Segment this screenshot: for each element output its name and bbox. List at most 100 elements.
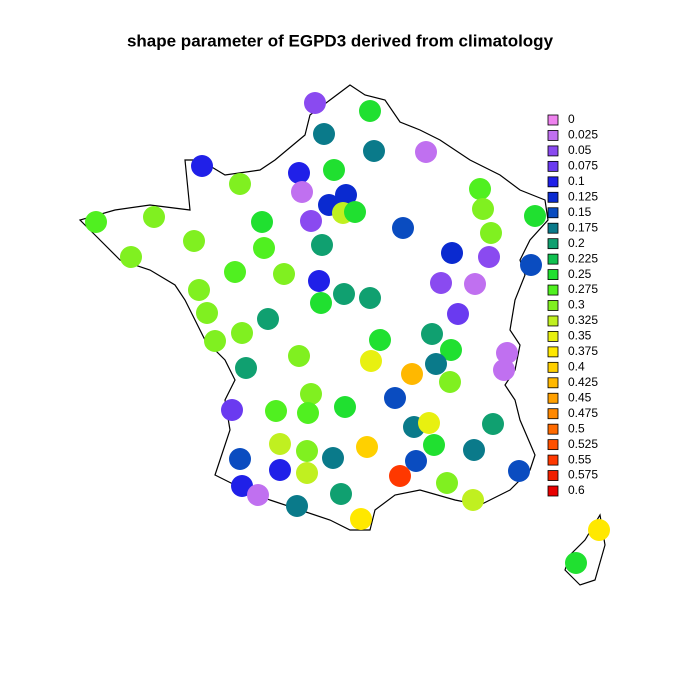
legend-swatch <box>547 130 559 141</box>
legend-label: 0.475 <box>568 406 598 420</box>
legend-swatch <box>547 454 559 466</box>
station-point <box>231 322 253 344</box>
station-point <box>359 287 381 309</box>
station-point <box>300 383 322 405</box>
station-point <box>415 141 437 163</box>
legend-label: 0.225 <box>568 251 598 265</box>
station-point <box>300 210 322 232</box>
station-point <box>221 399 243 421</box>
legend-swatch <box>547 439 559 451</box>
legend-swatch <box>547 315 559 327</box>
station-point <box>322 447 344 469</box>
legend-swatch <box>547 145 559 157</box>
legend-swatch <box>547 284 559 296</box>
station-point <box>330 483 352 505</box>
station-point <box>369 329 391 351</box>
station-point <box>334 396 356 418</box>
station-point <box>350 508 372 530</box>
legend-label: 0.275 <box>568 282 598 296</box>
station-point <box>478 246 500 268</box>
station-point <box>265 400 287 422</box>
france-outline <box>78 84 549 531</box>
station-point <box>389 465 411 487</box>
station-point <box>196 302 218 324</box>
legend-label: 0.45 <box>568 390 592 404</box>
legend-swatch <box>547 222 559 234</box>
station-point <box>469 178 491 200</box>
station-point <box>191 155 213 177</box>
legend-label: 0.125 <box>568 189 598 203</box>
station-point <box>356 436 378 458</box>
legend-swatch <box>547 361 559 373</box>
station-point <box>344 201 366 223</box>
legend-swatch <box>547 331 559 342</box>
legend-label: 0.425 <box>568 375 598 389</box>
station-point <box>310 292 332 314</box>
station-point <box>430 272 452 294</box>
station-point <box>482 413 504 435</box>
station-point <box>493 359 515 381</box>
station-point <box>143 206 165 228</box>
legend-swatch <box>547 176 559 188</box>
station-point <box>235 357 257 379</box>
station-point <box>286 495 308 517</box>
station-point <box>269 433 291 455</box>
station-point <box>423 434 445 456</box>
station-point <box>520 254 542 276</box>
legend-swatch <box>547 423 559 435</box>
legend-swatch <box>547 470 559 481</box>
station-point <box>462 489 484 511</box>
station-point <box>188 279 210 301</box>
station-point <box>296 462 318 484</box>
legend-swatch <box>547 408 559 420</box>
legend-label: 0.1 <box>568 174 585 188</box>
station-point <box>333 283 355 305</box>
station-point <box>588 519 610 541</box>
station-point <box>120 246 142 268</box>
station-point <box>291 181 313 203</box>
station-point <box>229 448 251 470</box>
legend-label: 0.3 <box>568 298 585 312</box>
station-point <box>392 217 414 239</box>
station-point <box>463 439 485 461</box>
station-point <box>304 92 326 114</box>
station-point <box>480 222 502 244</box>
legend-swatch <box>547 207 559 219</box>
legend-swatch <box>547 253 559 265</box>
legend-label: 0.05 <box>568 143 592 157</box>
station-point <box>418 412 440 434</box>
station-point <box>565 552 587 574</box>
legend-label: 0.25 <box>568 267 592 281</box>
legend-label: 0.375 <box>568 344 598 358</box>
station-point <box>269 459 291 481</box>
station-point <box>359 100 381 122</box>
legend-label: 0 <box>568 112 575 126</box>
legend-label: 0.525 <box>568 437 598 451</box>
legend-label: 0.35 <box>568 329 592 343</box>
legend-label: 0.575 <box>568 468 598 482</box>
station-point <box>425 353 447 375</box>
corsica-outline <box>564 513 606 586</box>
legend-swatch <box>547 269 559 280</box>
station-point <box>439 371 461 393</box>
station-point <box>273 263 295 285</box>
map-title: shape parameter of EGPD3 derived from cl… <box>127 31 554 50</box>
legend-label: 0.325 <box>568 313 598 327</box>
legend-label: 0.075 <box>568 159 598 173</box>
legend-label: 0.6 <box>568 483 585 497</box>
station-point <box>436 472 458 494</box>
station-point <box>204 330 226 352</box>
station-point <box>251 211 273 233</box>
station-point <box>401 363 423 385</box>
station-point <box>311 234 333 256</box>
station-point <box>183 230 205 252</box>
station-point <box>360 350 382 372</box>
station-point <box>313 123 335 145</box>
legend-swatch <box>547 377 559 389</box>
legend-swatch <box>547 191 559 203</box>
station-point <box>323 159 345 181</box>
station-point <box>496 342 518 364</box>
station-point <box>335 184 357 206</box>
station-point <box>405 450 427 472</box>
